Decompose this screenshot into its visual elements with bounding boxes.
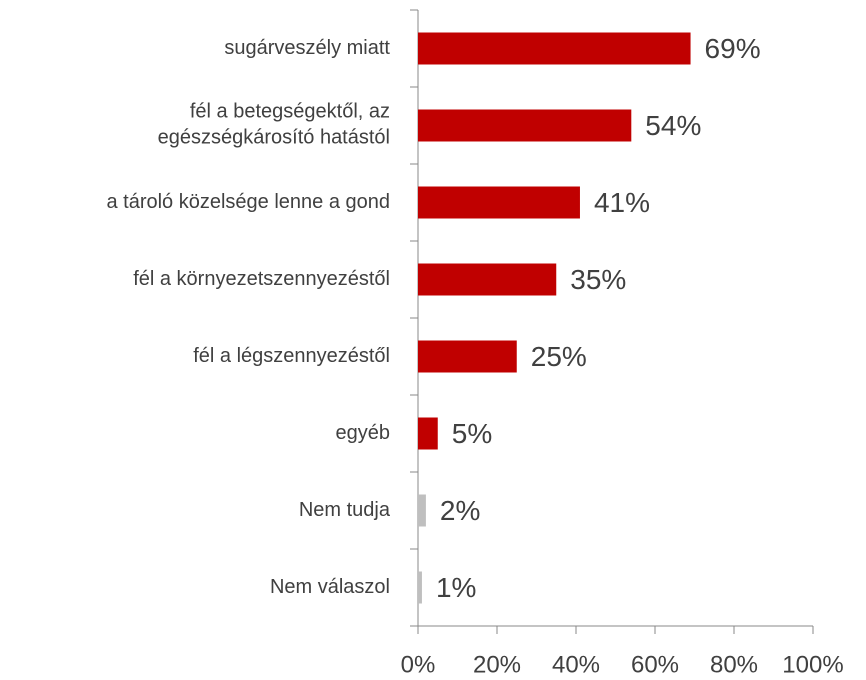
- category-label: a tároló közelsége lenne a gond: [106, 191, 390, 213]
- x-tick-label: 80%: [710, 651, 758, 678]
- value-label: 2%: [440, 495, 480, 526]
- value-label: 1%: [436, 572, 476, 603]
- bar: [418, 32, 691, 65]
- bar: [418, 263, 557, 296]
- category-label: fél a környezetszennyezéstől: [133, 268, 390, 290]
- category-label: sugárveszély miatt: [224, 37, 390, 59]
- value-label: 35%: [570, 264, 626, 295]
- x-tick-label: 100%: [782, 651, 843, 678]
- bar: [418, 417, 438, 450]
- category-label: fél a légszennyezéstől: [193, 345, 390, 367]
- x-tick-label: 0%: [401, 651, 436, 678]
- x-tick-label: 60%: [631, 651, 679, 678]
- x-tick-label: 40%: [552, 651, 600, 678]
- value-label: 5%: [452, 418, 492, 449]
- value-label: 25%: [531, 341, 587, 372]
- bar: [418, 494, 426, 527]
- value-label: 41%: [594, 187, 650, 218]
- bar: [418, 340, 517, 373]
- x-tick-label: 20%: [473, 651, 521, 678]
- category-label: Nem válaszol: [270, 576, 390, 598]
- category-label: egyéb: [336, 422, 391, 444]
- category-label: Nem tudja: [299, 499, 391, 521]
- value-label: 69%: [705, 33, 761, 64]
- bar: [418, 571, 422, 604]
- bar: [418, 186, 580, 219]
- bar: [418, 109, 632, 142]
- value-label: 54%: [645, 110, 701, 141]
- category-label: fél a betegségektől, az egészségkárosító …: [158, 101, 390, 149]
